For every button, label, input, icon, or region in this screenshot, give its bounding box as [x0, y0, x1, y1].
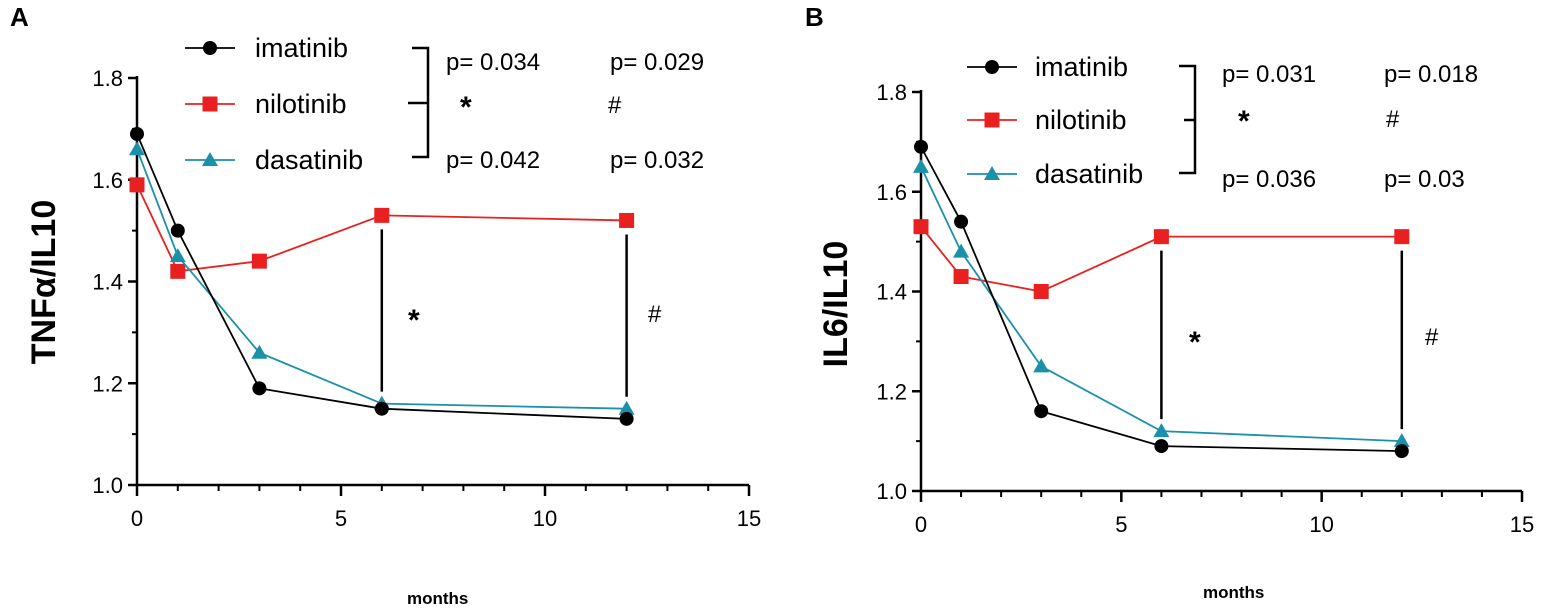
y-tick-label: 1.6 [876, 180, 907, 205]
p-value-bottom-left: p= 0.036 [1222, 166, 1316, 193]
x-tick-label: 15 [737, 506, 761, 531]
p-value-top-right: p= 0.018 [1384, 61, 1478, 88]
y-axis-title: TNFα/IL10 [25, 200, 63, 364]
legend-bracket [1179, 64, 1197, 175]
y-tick-label: 1.6 [92, 168, 123, 193]
legend-marker-imatinib [985, 60, 999, 74]
data-point-imatinib [374, 401, 389, 416]
data-point-dasatinib [1393, 433, 1410, 448]
panel-a: A 1.0 1.2 1.4 1.6 1.8 0 5 10 15 TNFα/IL10 months * # i… [10, 2, 761, 608]
legend-label-dasatinib: dasatinib [1035, 159, 1143, 189]
legend-label-nilotinib: nilotinib [255, 89, 347, 119]
p-value-top-right: p= 0.029 [610, 49, 704, 76]
data-point-nilotinib [619, 212, 635, 228]
data-point-imatinib [914, 139, 928, 154]
legend-label-dasatinib: dasatinib [255, 145, 363, 175]
y-tick-label: 1.2 [92, 371, 123, 396]
significance-symbol: # [648, 301, 662, 328]
panel-b: B 1.0 1.2 1.4 1.6 1.8 0 5 10 15 IL6/IL10 months * # im… [805, 2, 1534, 602]
legend-marker-nilotinib [984, 112, 1000, 128]
y-tick-label: 1.8 [876, 80, 907, 105]
data-point-nilotinib [374, 207, 390, 223]
y-tick-label: 1.4 [876, 280, 907, 305]
legend-symbol-hash: # [608, 92, 622, 119]
legend-marker-dasatinib [202, 152, 218, 166]
y-tick-label: 1.4 [92, 270, 123, 295]
x-tick-label: 10 [533, 506, 557, 531]
x-tick-label: 5 [1115, 512, 1127, 537]
x-axis-title: months [407, 589, 468, 608]
legend-label-imatinib: imatinib [1035, 52, 1128, 82]
data-point-dasatinib [913, 158, 929, 173]
p-value-bottom-right: p= 0.03 [1384, 166, 1465, 193]
legend: imatinib nilotinib dasatinib [967, 52, 1143, 189]
significance-symbol: * [408, 304, 420, 337]
significance-symbol: * [1189, 326, 1201, 359]
data-point-dasatinib [1033, 358, 1050, 373]
y-tick-label: 1.0 [876, 479, 907, 504]
y-tick-label: 1.8 [92, 66, 123, 91]
p-value-top-left: p= 0.031 [1222, 61, 1316, 88]
series-nilotinib [129, 177, 635, 279]
data-point-nilotinib [1153, 229, 1169, 245]
series-nilotinib [913, 219, 1410, 299]
x-tick-label: 0 [915, 512, 927, 537]
legend-symbol-star: * [460, 91, 472, 124]
data-point-dasatinib [618, 400, 635, 415]
panel-label: A [10, 2, 29, 32]
x-tick-label: 10 [1309, 512, 1333, 537]
p-value-bottom-right: p= 0.032 [610, 147, 704, 174]
data-point-nilotinib [129, 177, 145, 193]
data-point-nilotinib [170, 263, 186, 279]
x-tick-label: 15 [1510, 512, 1534, 537]
data-point-imatinib [954, 214, 969, 229]
data-point-imatinib [1154, 439, 1169, 454]
data-point-dasatinib [953, 243, 970, 258]
legend-label-imatinib: imatinib [255, 33, 348, 63]
p-value-top-left: p= 0.034 [446, 49, 540, 76]
data-point-imatinib [1394, 444, 1409, 459]
series-dasatinib [913, 158, 1410, 448]
data-point-dasatinib [169, 248, 186, 263]
legend-marker-nilotinib [202, 96, 218, 112]
legend-marker-imatinib [203, 41, 217, 55]
legend-bracket [408, 46, 430, 159]
panel-label: B [805, 2, 824, 32]
legend-marker-dasatinib [984, 166, 1000, 180]
data-point-imatinib [130, 126, 144, 141]
y-tick-label: 1.2 [876, 379, 907, 404]
legend-symbol-star: * [1238, 105, 1250, 138]
x-axis-title: months [1203, 583, 1264, 602]
x-tick-label: 5 [335, 506, 347, 531]
p-value-bottom-left: p= 0.042 [446, 147, 540, 174]
data-point-nilotinib [251, 253, 267, 269]
y-tick-label: 1.0 [92, 473, 123, 498]
series-imatinib [914, 139, 1409, 459]
data-point-nilotinib [1033, 284, 1049, 299]
data-point-imatinib [252, 381, 267, 396]
data-point-imatinib [619, 411, 634, 426]
data-point-nilotinib [1394, 229, 1410, 245]
data-point-nilotinib [913, 219, 929, 235]
y-axis-title: IL6/IL10 [817, 241, 855, 368]
series-imatinib [130, 126, 634, 426]
data-point-dasatinib [1153, 423, 1170, 438]
data-point-nilotinib [953, 269, 969, 285]
legend-label-nilotinib: nilotinib [1035, 105, 1127, 135]
data-point-dasatinib [251, 344, 268, 359]
data-point-imatinib [170, 223, 185, 238]
legend: imatinib nilotinib dasatinib [185, 33, 363, 175]
x-tick-label: 0 [131, 506, 143, 531]
data-point-imatinib [1034, 404, 1049, 419]
data-point-dasatinib [129, 141, 145, 156]
legend-symbol-hash: # [1386, 106, 1400, 133]
significance-symbol: # [1425, 324, 1439, 351]
